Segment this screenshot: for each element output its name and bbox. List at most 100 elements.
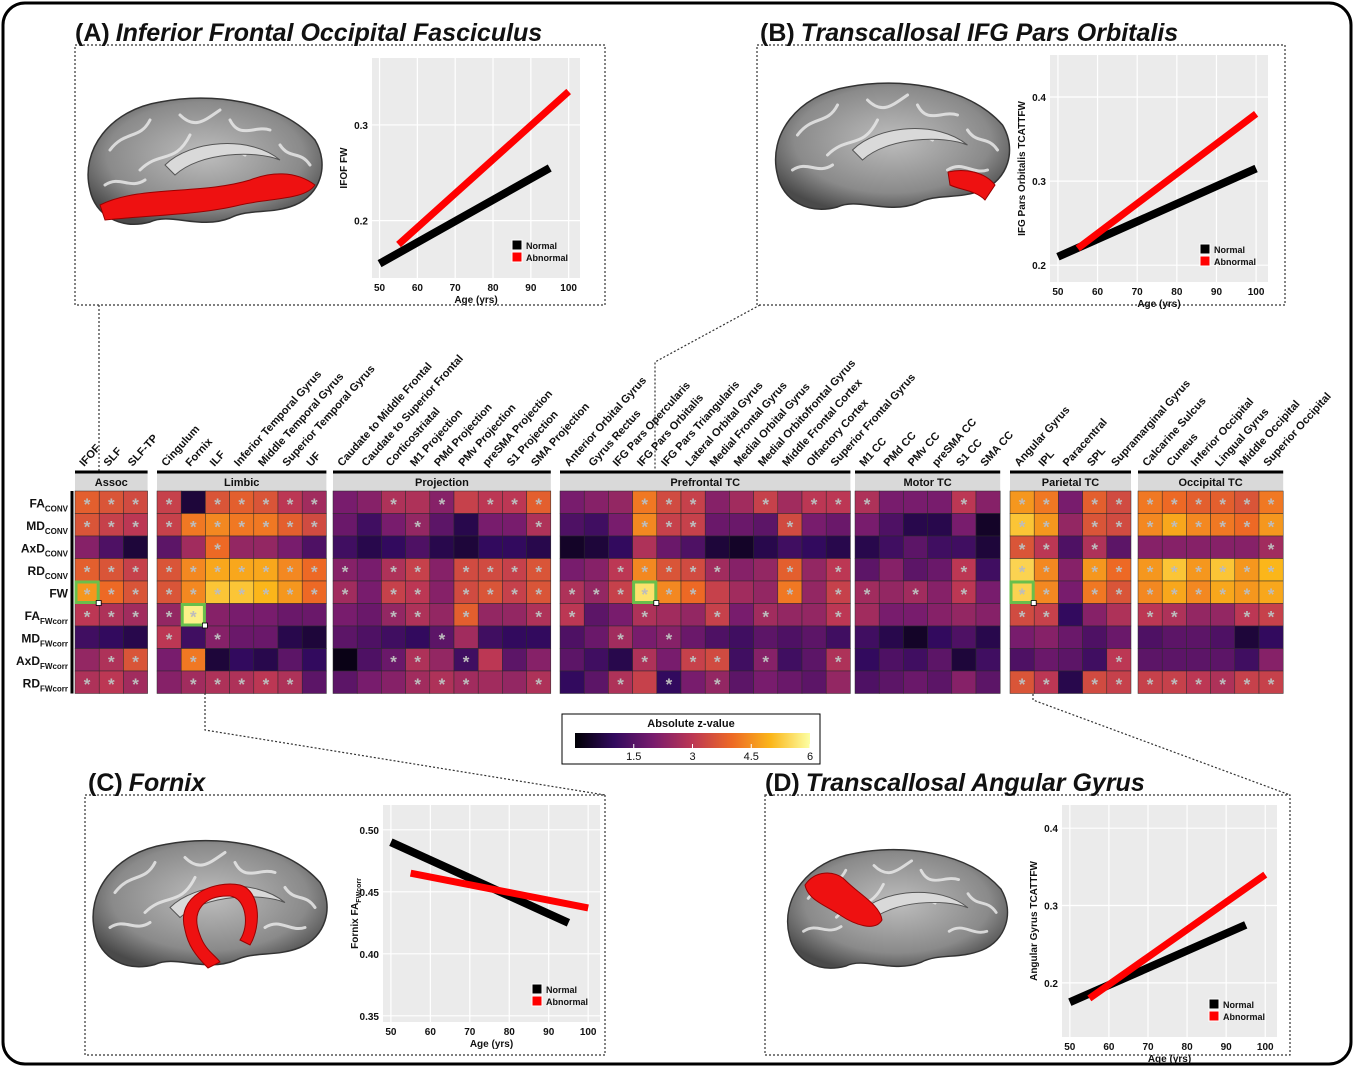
legend-swatch — [1209, 999, 1219, 1009]
panel-letter: (A) — [75, 19, 110, 47]
heatmap-cell — [75, 649, 99, 672]
row-label-base: MD — [26, 519, 45, 533]
x-tick-label: 60 — [425, 1027, 437, 1038]
heatmap-cell — [381, 514, 405, 537]
column-label: SMA CC — [978, 429, 1016, 469]
heatmap-cell — [879, 649, 903, 672]
significance-star: * — [132, 675, 139, 694]
y-tick-label: 0.35 — [360, 1012, 380, 1023]
heatmap-cell — [903, 649, 927, 672]
heatmap-cell — [1083, 604, 1107, 627]
heatmap-cell — [333, 514, 357, 537]
x-tick-label: 50 — [1064, 1042, 1076, 1053]
significance-star: * — [487, 563, 494, 582]
heatmap-cell — [802, 536, 826, 559]
heatmap-cell — [681, 604, 705, 627]
heatmap-cell — [879, 491, 903, 514]
heatmap-cell — [952, 626, 976, 649]
y-axis-label: IFG Pars Orbitalis TCATTFW — [1017, 101, 1028, 236]
heatmap-cell — [826, 671, 850, 694]
heatmap-cell — [357, 626, 381, 649]
heatmap-cell — [778, 626, 802, 649]
y-tick-label: 0.40 — [360, 950, 380, 961]
significance-star: * — [835, 495, 842, 514]
significance-star: * — [108, 518, 115, 537]
heatmap-cell — [976, 491, 1000, 514]
heatmap-cell — [928, 581, 952, 604]
heatmap-cell — [952, 536, 976, 559]
significance-star: * — [214, 563, 221, 582]
significance-star: * — [287, 563, 294, 582]
heatmap-cell — [157, 671, 181, 694]
significance-star: * — [1219, 518, 1226, 537]
significance-star: * — [1268, 675, 1275, 694]
significance-star: * — [311, 518, 318, 537]
row-label: MDFWcorr — [21, 631, 68, 648]
significance-star: * — [535, 675, 542, 694]
heatmap-cell — [1107, 604, 1131, 627]
significance-star: * — [666, 630, 673, 649]
heatmap-cell — [430, 581, 454, 604]
significance-star: * — [1244, 563, 1251, 582]
heatmap-cell — [584, 649, 608, 672]
legend-label: Normal — [1214, 245, 1245, 255]
row-label-sub: CONV — [45, 572, 69, 581]
heatmap-cell — [681, 626, 705, 649]
heatmap-cell — [502, 626, 526, 649]
heatmap-cell — [826, 626, 850, 649]
heatmap-cell — [333, 536, 357, 559]
significance-star: * — [1244, 518, 1251, 537]
heatmap-cell — [181, 626, 205, 649]
significance-star: * — [593, 585, 600, 604]
significance-star: * — [166, 518, 173, 537]
significance-star: * — [617, 675, 624, 694]
significance-star: * — [511, 585, 518, 604]
row-label: FACONV — [30, 496, 69, 513]
significance-star: * — [311, 585, 318, 604]
heatmap-cell — [754, 581, 778, 604]
heatmap-cell — [478, 536, 502, 559]
panel-title: (D)Transcallosal Angular Gyrus — [765, 769, 1145, 797]
significance-star: * — [439, 675, 446, 694]
row-label-base: MD — [21, 631, 40, 645]
legend-swatch — [1200, 256, 1210, 266]
heatmap-cell — [608, 604, 632, 627]
significance-star: * — [287, 675, 294, 694]
significance-star: * — [1116, 585, 1123, 604]
y-tick-label: 0.3 — [354, 121, 368, 132]
row-label: FW — [49, 586, 68, 600]
heatmap-cell — [502, 671, 526, 694]
heatmap-cell — [1186, 536, 1210, 559]
significance-star: * — [714, 608, 721, 627]
heatmap-cell — [123, 626, 147, 649]
x-tick-label: 80 — [487, 283, 499, 294]
significance-star: * — [1171, 585, 1178, 604]
heatmap-cell — [1107, 536, 1131, 559]
highlight-corner — [1031, 601, 1036, 606]
significance-star: * — [1043, 675, 1050, 694]
heatmap-cell — [1058, 604, 1082, 627]
heatmap-cell — [1186, 604, 1210, 627]
significance-star: * — [132, 585, 139, 604]
heatmap-cell — [1058, 626, 1082, 649]
panel-title: (B)Transcallosal IFG Pars Orbitalis — [760, 19, 1178, 47]
heatmap-cell — [99, 626, 123, 649]
heatmap-cell — [855, 604, 879, 627]
heatmap-cell — [333, 671, 357, 694]
significance-star: * — [535, 495, 542, 514]
heatmap-cell — [1138, 649, 1162, 672]
significance-star: * — [1244, 495, 1251, 514]
significance-star: * — [787, 585, 794, 604]
x-tick-label: 70 — [1142, 1042, 1154, 1053]
significance-star: * — [617, 563, 624, 582]
significance-star: * — [1268, 540, 1275, 559]
significance-star: * — [912, 585, 919, 604]
heatmap-cell — [928, 626, 952, 649]
significance-star: * — [287, 495, 294, 514]
row-label-sub: CONV — [45, 527, 69, 536]
heatmap-cell — [254, 536, 278, 559]
heatmap-cell — [1138, 626, 1162, 649]
significance-star: * — [214, 495, 221, 514]
heatmap-cell — [1235, 536, 1259, 559]
heatmap-cell — [584, 536, 608, 559]
